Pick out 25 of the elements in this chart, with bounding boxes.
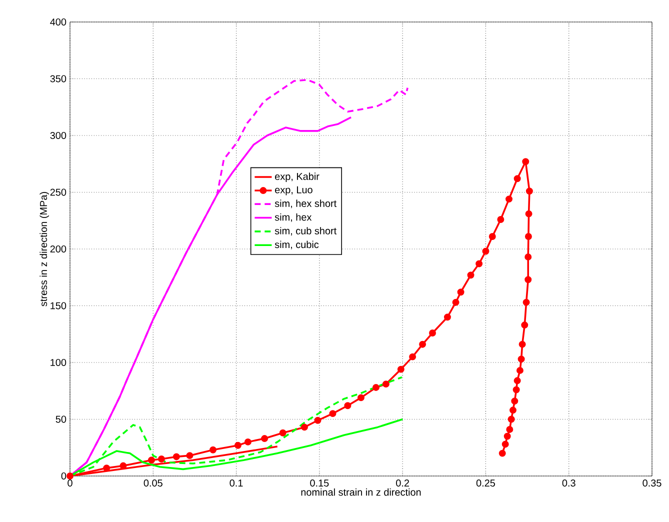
y-tick-label: 50 — [56, 416, 66, 423]
x-tick-label: 0.05 — [144, 480, 162, 487]
y-tick-label: 250 — [50, 188, 66, 196]
x-tick-label: 0.3 — [562, 480, 576, 487]
legend-label: exp, Kabir — [275, 172, 320, 182]
x-tick-label: 0.35 — [642, 480, 662, 487]
x-tick-label: 0.25 — [476, 480, 495, 487]
legend-label: sim, cubic — [274, 240, 319, 250]
x-axis-title: nominal strain in z direction — [301, 488, 421, 496]
legend-label: sim, hex short — [274, 200, 337, 208]
y-tick-label: 0 — [61, 472, 66, 480]
x-tick-label: 0.2 — [396, 480, 410, 487]
y-tick-label: 350 — [50, 75, 66, 82]
y-tick-label: 400 — [50, 18, 66, 26]
legend-label: exp, Luo — [275, 186, 312, 196]
y-tick-label: 100 — [50, 358, 66, 366]
x-tick-label: 0 — [68, 480, 72, 487]
y-tick-label: 200 — [50, 245, 66, 253]
x-tick-label: 0.1 — [230, 480, 243, 487]
legend-label: sim, hex — [274, 213, 312, 222]
y-tick-label: 300 — [50, 132, 66, 140]
x-tick-label: 0.15 — [310, 480, 329, 487]
y-tick-label: 150 — [50, 302, 66, 310]
legend-label: sim, cub short — [274, 227, 337, 236]
y-axis-title: stress in z direction (MPa) — [40, 192, 49, 306]
